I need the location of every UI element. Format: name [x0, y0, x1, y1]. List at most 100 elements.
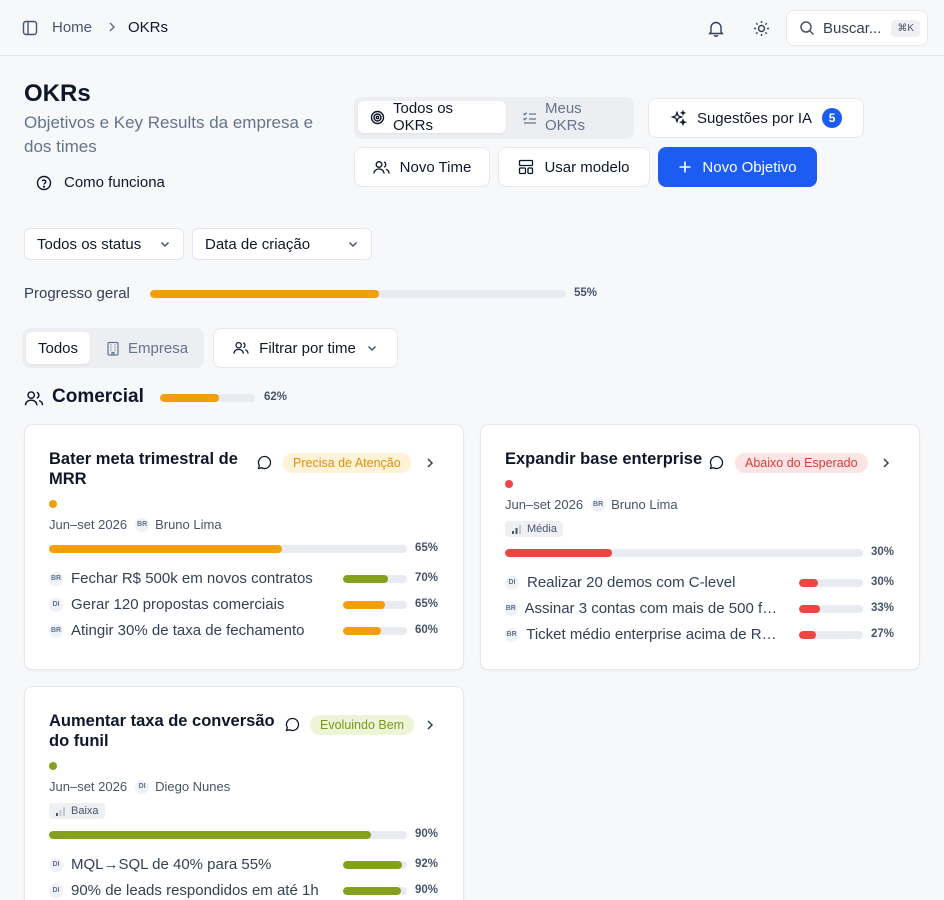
comment-icon[interactable]: [709, 455, 724, 470]
key-result-progress-bar: [799, 631, 863, 639]
key-result-row[interactable]: BR Ticket médio enterprise acima de R$ 1…: [505, 626, 783, 643]
new-team-button[interactable]: Novo Time: [354, 147, 490, 187]
chevron-right-icon[interactable]: [881, 456, 891, 470]
key-result-title: Atingir 30% de taxa de fechamento: [71, 622, 305, 639]
key-result-row[interactable]: DI MQL→SQL de 40% para 55%: [49, 856, 329, 873]
objective-title: Bater meta trimestral de MRR: [49, 450, 238, 488]
key-result-progress-fill: [343, 575, 388, 583]
tab-scope-all-label: Todos: [38, 339, 79, 357]
key-result-title: Gerar 120 propostas comerciais: [71, 596, 285, 613]
status-filter-select[interactable]: Todos os status: [24, 228, 184, 260]
key-result-row[interactable]: BR Fechar R$ 500k em novos contratos: [49, 570, 319, 587]
priority-label: Média: [527, 523, 557, 535]
search-label: Buscar...: [823, 19, 882, 37]
objective-progress-percent: 90%: [415, 828, 439, 840]
status-filter-value: Todos os status: [37, 235, 142, 253]
sort-select[interactable]: Data de criação: [192, 228, 372, 260]
target-icon: [370, 110, 385, 125]
how-it-works-label: Como funciona: [64, 174, 165, 191]
key-result-title: 90% de leads respondidos em até 1h: [71, 882, 319, 899]
users-icon: [233, 341, 249, 355]
bell-icon[interactable]: [706, 18, 726, 38]
signal-bars-icon: [55, 806, 66, 817]
key-result-progress-fill: [799, 605, 821, 613]
tab-scope-company-label: Empresa: [128, 339, 189, 357]
key-result-row[interactable]: BR Assinar 3 contas com mais de 500 func…: [505, 600, 783, 617]
key-result-row[interactable]: BR Atingir 30% de taxa de fechamento: [49, 622, 329, 639]
key-result-progress-fill: [343, 861, 402, 869]
new-objective-label: Novo Objetivo: [702, 158, 797, 176]
overall-progress-percent: 55%: [574, 287, 598, 299]
group-title: Comercial: [52, 386, 144, 407]
chevron-right-icon[interactable]: [425, 456, 435, 470]
key-result-percent: 60%: [415, 624, 439, 636]
objective-progress-fill: [49, 545, 282, 553]
key-result-percent: 30%: [871, 576, 895, 588]
key-result-row[interactable]: DI Realizar 20 demos com C-level: [505, 574, 783, 591]
tab-my-okrs[interactable]: Meus OKRs: [510, 100, 630, 134]
key-result-progress-bar: [799, 579, 863, 587]
avatar: DI: [135, 779, 150, 794]
objective-progress-fill: [49, 831, 372, 839]
users-icon: [24, 388, 44, 408]
search-shortcut: ⌘K: [891, 19, 921, 37]
breadcrumb-home[interactable]: Home: [52, 19, 93, 36]
ai-suggestions-button[interactable]: Sugestões por IA 5: [648, 98, 864, 138]
objective-card[interactable]: Aumentar taxa de conversão do funil Evol…: [24, 686, 464, 900]
team-filter-label: Filtrar por time: [259, 339, 356, 357]
chevron-right-icon[interactable]: [425, 718, 435, 732]
ai-suggestions-count-badge: 5: [822, 108, 843, 128]
scope-toggle: Todos Empresa: [22, 328, 205, 368]
objective-progress-fill: [505, 549, 613, 557]
key-result-row[interactable]: DI Gerar 120 propostas comerciais: [49, 596, 319, 613]
how-it-works-button[interactable]: Como funciona: [36, 174, 165, 191]
page-subtitle: Objetivos e Key Results da empresa e dos…: [24, 113, 314, 156]
key-result-progress-bar: [343, 575, 407, 583]
breadcrumb-current: OKRs: [128, 19, 169, 36]
comment-icon[interactable]: [257, 455, 272, 470]
okr-view-toggle: Todos os OKRs Meus OKRs: [354, 97, 634, 139]
group-progress-bar: [160, 394, 255, 402]
objective-card[interactable]: Expandir base enterprise Abaixo do Esper…: [480, 424, 920, 670]
comment-icon[interactable]: [285, 717, 300, 732]
key-result-progress-bar: [343, 861, 407, 869]
key-result-percent: 33%: [871, 602, 895, 614]
objective-period: Jun–set 2026: [49, 517, 128, 532]
key-result-progress-bar: [343, 627, 407, 635]
key-result-progress-fill: [799, 631, 817, 639]
status-badge: Evoluindo Bem: [310, 715, 415, 735]
theme-sun-icon[interactable]: [751, 18, 771, 38]
key-result-title: Ticket médio enterprise acima de R$ 15k: [526, 626, 783, 643]
search-button[interactable]: Buscar... ⌘K: [786, 10, 928, 46]
overall-progress-fill: [150, 290, 379, 298]
tab-scope-all[interactable]: Todos: [26, 332, 91, 364]
key-result-progress-fill: [343, 627, 382, 635]
avatar: BR: [135, 517, 150, 532]
chevron-down-icon: [366, 342, 378, 354]
objective-progress-percent: 30%: [871, 546, 895, 558]
objective-card[interactable]: Bater meta trimestral de MRR Precisa de …: [24, 424, 464, 670]
objective-owner: Diego Nunes: [155, 779, 231, 794]
chevron-down-icon: [159, 238, 171, 250]
sidebar-toggle-icon[interactable]: [20, 18, 40, 38]
priority-label: Baixa: [71, 805, 99, 817]
avatar: DI: [49, 857, 63, 872]
tab-scope-company[interactable]: Empresa: [94, 332, 200, 364]
priority-tag: Média: [505, 521, 563, 537]
key-result-percent: 92%: [415, 858, 439, 870]
key-result-title: Assinar 3 contas com mais de 500 funcion…: [524, 600, 783, 617]
top-bar: Home OKRs Buscar... ⌘K: [0, 0, 944, 56]
use-template-button[interactable]: Usar modelo: [498, 147, 650, 187]
objective-progress-percent: 65%: [415, 542, 439, 554]
new-objective-button[interactable]: Novo Objetivo: [658, 147, 817, 187]
avatar: BR: [505, 601, 517, 616]
tab-all-okrs[interactable]: Todos os OKRs: [358, 100, 506, 134]
team-filter-button[interactable]: Filtrar por time: [213, 328, 398, 368]
key-result-percent: 65%: [415, 598, 439, 610]
key-result-progress-bar: [799, 605, 863, 613]
avatar: BR: [49, 623, 63, 638]
key-result-row[interactable]: DI 90% de leads respondidos em até 1h: [49, 882, 339, 899]
search-icon: [799, 20, 815, 36]
group-progress-percent: 62%: [264, 391, 288, 403]
objective-progress-bar: [49, 545, 407, 553]
